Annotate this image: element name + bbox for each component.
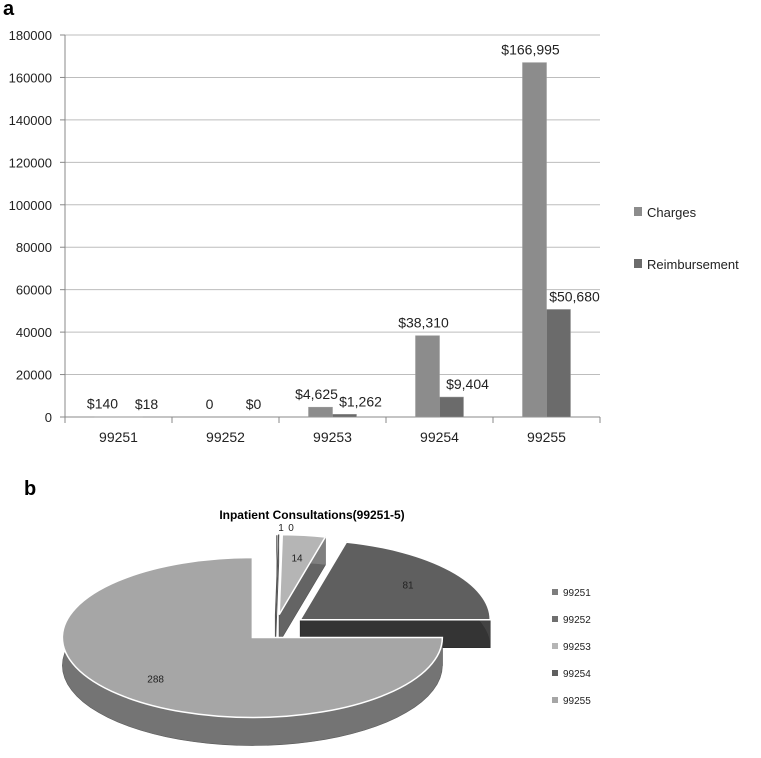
pie-legend-label-99252: 99252 — [563, 615, 591, 626]
pie-legend-label-99253: 99253 — [563, 642, 591, 653]
pie-slice-99254 — [298, 541, 491, 621]
pie-slices — [61, 533, 491, 719]
pie-slice-99252 — [274, 534, 280, 615]
legend-label-charges: Charges — [647, 205, 697, 220]
pie-legend-swatch-99252 — [552, 616, 558, 622]
y-tick-label: 100000 — [9, 198, 52, 213]
pie-legend-label-99254: 99254 — [563, 669, 591, 680]
bar-data-label: 0 — [206, 396, 214, 412]
panel-label-b: b — [24, 478, 36, 500]
y-axis-ticks: 0 20000 40000 60000 80000 100000 120000 140000 1… — [9, 28, 65, 425]
y-tick-label: 180000 — [9, 28, 52, 43]
pie-slice-99255 — [61, 556, 444, 719]
bar-chart: 0 20000 40000 60000 80000 100000 120000 140000 1… — [9, 28, 740, 445]
x-tick-label: 99253 — [313, 429, 352, 445]
x-tick-label: 99254 — [420, 429, 459, 445]
pie-legend-label-99255: 99255 — [563, 696, 591, 707]
legend-swatch-reimbursement — [634, 259, 642, 268]
bar-data-label: $18 — [135, 396, 159, 412]
bar-legend: Charges Reimbursement — [634, 205, 739, 272]
pie-legend-swatch-99253 — [552, 643, 558, 649]
bar-reimbursement-99253 — [332, 414, 357, 418]
pie-value-label: 0 — [288, 523, 294, 534]
pie-legend: 99251 99252 99253 99254 99255 — [552, 588, 591, 707]
pie-value-label: 1 — [278, 523, 284, 534]
pie-legend-swatch-99254 — [552, 670, 558, 676]
x-tick-label: 99252 — [206, 429, 245, 445]
y-tick-label: 120000 — [9, 155, 52, 170]
bar-data-label: $140 — [87, 396, 118, 412]
x-axis-ticks: 99251 99252 99253 99254 99255 — [64, 417, 601, 445]
y-tick-label: 60000 — [16, 283, 52, 298]
bar-charges-99255 — [522, 62, 547, 418]
x-tick-label: 99251 — [99, 429, 138, 445]
bar-reimbursement-99254 — [439, 396, 464, 418]
bar-charges-99254 — [415, 335, 440, 418]
legend-swatch-charges — [634, 207, 642, 216]
y-tick-label: 20000 — [16, 368, 52, 383]
bar-data-label: $0 — [246, 396, 262, 412]
y-tick-label: 40000 — [16, 325, 52, 340]
panel-label-a: a — [3, 0, 15, 20]
y-tick-label: 160000 — [9, 70, 52, 85]
y-tick-label: 80000 — [16, 240, 52, 255]
bars — [94, 62, 571, 418]
pie-value-label: 288 — [147, 674, 164, 685]
bar-data-label: $1,262 — [339, 393, 382, 409]
pie-legend-swatch-99251 — [552, 589, 558, 595]
pie-value-labels: 1 0 14 81 288 — [147, 523, 414, 685]
pie-title: Inpatient Consultations(99251-5) — [219, 508, 404, 522]
pie-chart: Inpatient Consultations(99251-5) 1 0 14 81 2… — [61, 508, 591, 746]
pie-legend-swatch-99255 — [552, 697, 558, 703]
bar-data-label: $9,404 — [446, 376, 489, 392]
bar-grid — [64, 34, 600, 418]
y-tick-label: 0 — [45, 410, 52, 425]
pie-slice-99253 — [278, 533, 327, 616]
bar-reimbursement-99255 — [546, 309, 571, 418]
bar-data-label: $166,995 — [501, 42, 560, 58]
bar-data-label: $38,310 — [398, 315, 449, 331]
pie-legend-label-99251: 99251 — [563, 588, 591, 599]
y-tick-label: 140000 — [9, 113, 52, 128]
bar-charges-99253 — [308, 406, 333, 418]
pie-value-label: 14 — [291, 554, 303, 565]
bar-data-label: $50,680 — [549, 288, 600, 304]
pie-value-label: 81 — [403, 580, 415, 591]
legend-label-reimbursement: Reimbursement — [647, 257, 739, 272]
bar-data-labels: $140 $18 0 $0 $4,625 $1,262 $38,310 $9,404 $166,… — [87, 42, 600, 412]
x-tick-label: 99255 — [527, 429, 566, 445]
bar-data-label: $4,625 — [295, 386, 338, 402]
